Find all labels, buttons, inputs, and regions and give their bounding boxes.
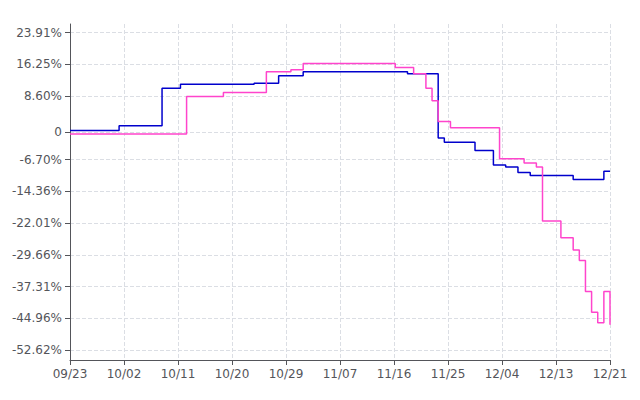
svg-text:-52.62%: -52.62% (12, 343, 62, 357)
svg-text:-14.36%: -14.36% (12, 184, 62, 198)
svg-text:8.60%: 8.60% (24, 89, 62, 103)
svg-text:23.91%: 23.91% (16, 26, 62, 40)
svg-text:12/04: 12/04 (485, 367, 520, 381)
svg-text:09/23: 09/23 (53, 367, 88, 381)
svg-text:-37.31%: -37.31% (12, 280, 62, 294)
svg-text:10/29: 10/29 (269, 367, 304, 381)
svg-text:11/25: 11/25 (431, 367, 466, 381)
svg-text:-29.66%: -29.66% (12, 248, 62, 262)
svg-text:11/07: 11/07 (323, 367, 358, 381)
svg-text:10/11: 10/11 (161, 367, 196, 381)
svg-text:16.25%: 16.25% (16, 57, 62, 71)
svg-text:12/13: 12/13 (539, 367, 574, 381)
svg-text:10/20: 10/20 (215, 367, 250, 381)
svg-text:-44.96%: -44.96% (12, 311, 62, 325)
svg-text:12/21: 12/21 (593, 367, 628, 381)
svg-text:11/16: 11/16 (377, 367, 412, 381)
svg-text:0: 0 (54, 125, 62, 139)
svg-text:-22.01%: -22.01% (12, 216, 62, 230)
svg-text:-6.70%: -6.70% (20, 153, 62, 167)
svg-text:10/02: 10/02 (107, 367, 142, 381)
